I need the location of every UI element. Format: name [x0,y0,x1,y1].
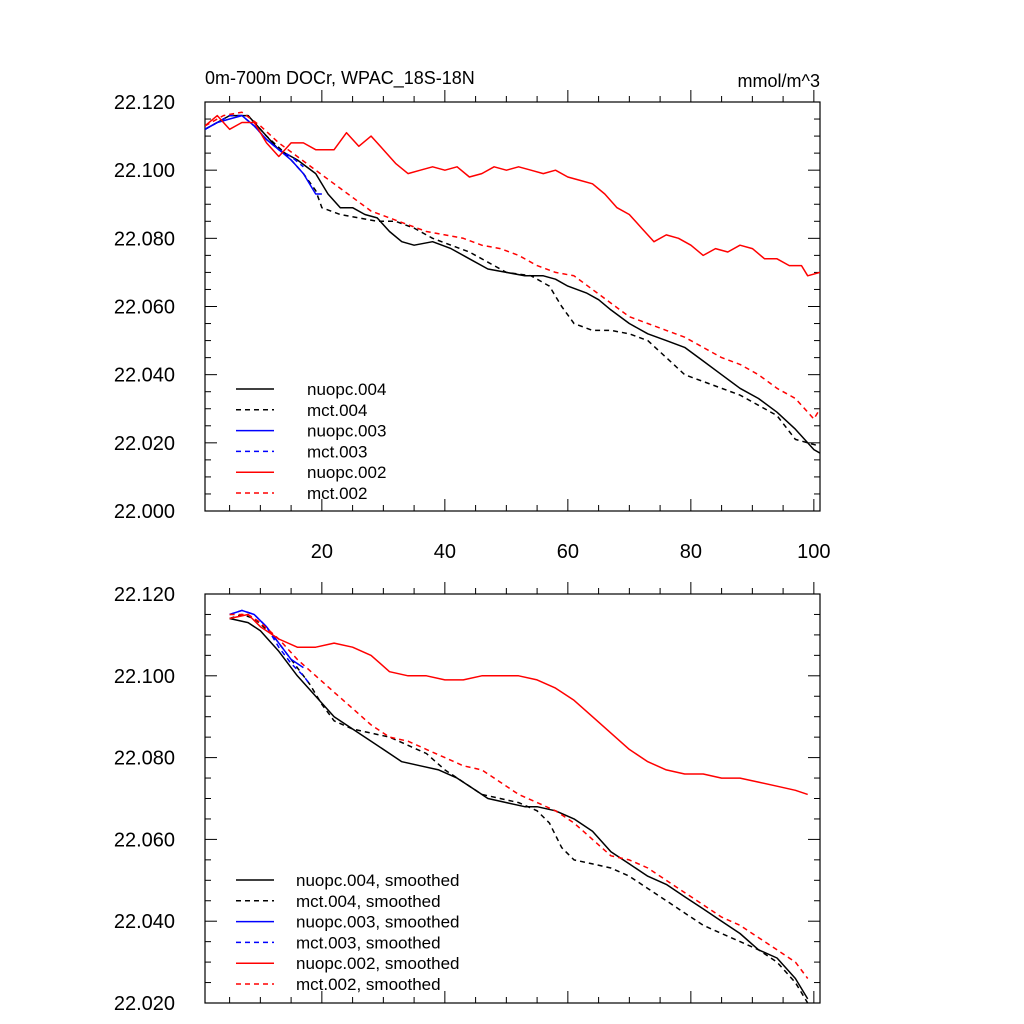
y-tick-label: 22.080 [114,228,175,250]
x-tick-label: 40 [434,541,456,563]
series-line-nuopc-002 [205,114,820,277]
series-group [229,609,809,1003]
y-tick-label: 22.120 [114,584,175,606]
series-line-mct-002-smoothed [229,613,809,979]
legend-label: nuopc.004 [307,380,386,399]
units-label: mmol/m^3 [738,71,820,91]
legend-label: mct.004, smoothed [296,892,441,911]
y-tick-label: 22.120 [114,92,175,114]
series-line-mct-003-smoothed [229,609,311,685]
series-line-mct-004-smoothed [229,613,809,1003]
legend-label: nuopc.002, smoothed [296,954,460,973]
series-line-nuopc-003 [205,114,322,195]
legend-label: nuopc.003 [307,422,386,441]
legend: nuopc.004, smoothed mct.004, smoothed nuop… [236,871,460,994]
y-tick-label: 22.060 [114,829,175,851]
top-panel: 22.000 22.020 22.040 22.060 22.080 22.100 22.1… [114,90,831,563]
x-tick-label: 100 [797,541,830,563]
legend-label: mct.004 [307,401,367,420]
bottom-panel: 22.020 22.040 22.060 22.080 22.100 22.120 nuop… [114,582,821,1015]
series-line-mct-004 [205,114,820,447]
legend-label: mct.002, smoothed [296,975,441,994]
series-line-nuopc-003-smoothed [229,609,304,669]
y-tick-label: 22.020 [114,993,175,1015]
legend-label: mct.003, smoothed [296,933,441,952]
legend-label: nuopc.004, smoothed [296,871,460,890]
legend-label: nuopc.003, smoothed [296,913,460,932]
plot-frame [204,101,821,512]
chart-title: 0m-700m DOCr, WPAC_18S-18N [205,68,475,89]
legend-label: mct.003 [307,442,367,461]
legend-label: nuopc.002 [307,463,386,482]
y-tick-label: 22.100 [114,666,175,688]
y-tick-label: 22.040 [114,365,175,387]
y-tick-label: 22.080 [114,748,175,770]
y-tick-label: 22.060 [114,297,175,319]
legend-label: mct.002 [307,484,367,503]
x-tick-label: 80 [680,541,702,563]
series-line-nuopc-002-smoothed [229,613,808,796]
series-group [205,111,820,454]
y-tick-label: 22.020 [114,433,175,455]
series-line-mct-002 [205,111,820,420]
y-tick-label: 22.100 [114,160,175,182]
y-tick-label: 22.040 [114,911,175,933]
x-tick-label: 20 [311,541,333,563]
series-line-nuopc-004-smoothed [229,617,809,1000]
x-tick-label: 60 [557,541,579,563]
y-tick-label: 22.000 [114,501,175,523]
